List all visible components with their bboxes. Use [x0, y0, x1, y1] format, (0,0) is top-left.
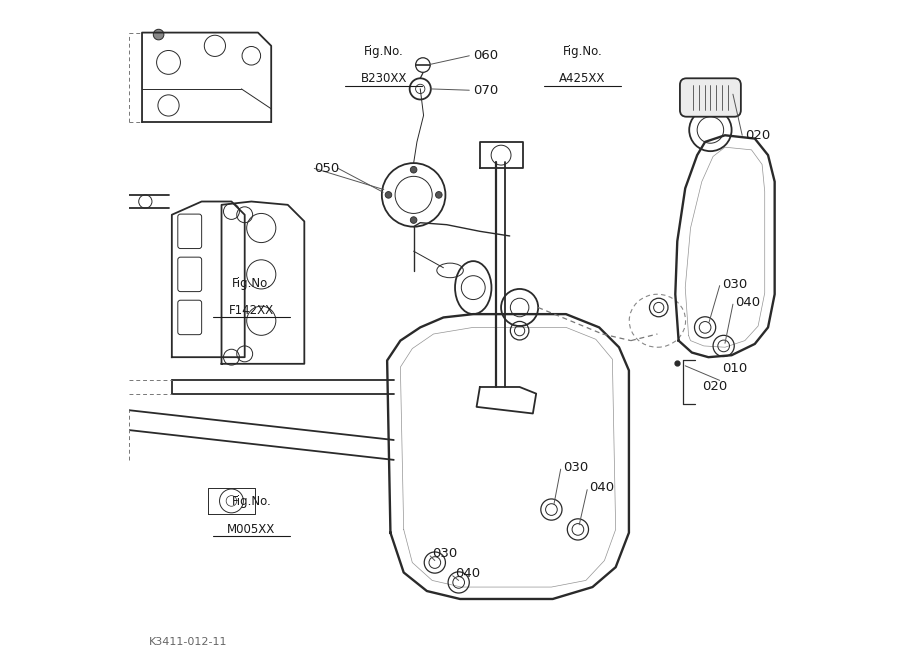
Text: 030: 030 [562, 462, 587, 474]
Text: B230XX: B230XX [360, 72, 406, 86]
Text: A425XX: A425XX [559, 72, 605, 86]
Circle shape [410, 166, 416, 173]
Text: F142XX: F142XX [229, 304, 274, 317]
Circle shape [435, 192, 442, 198]
Text: 030: 030 [720, 278, 746, 291]
Text: 050: 050 [314, 162, 339, 175]
Text: M005XX: M005XX [227, 523, 275, 536]
Text: 010: 010 [720, 362, 746, 375]
FancyBboxPatch shape [679, 78, 740, 117]
Text: Fig.No.: Fig.No. [232, 495, 271, 508]
Text: Fig.No.: Fig.No. [232, 277, 271, 290]
Circle shape [410, 216, 416, 223]
Text: K3411-012-11: K3411-012-11 [149, 637, 227, 647]
Text: Fig.No.: Fig.No. [562, 45, 602, 57]
Circle shape [153, 29, 164, 40]
Text: 040: 040 [734, 296, 759, 309]
Text: 060: 060 [472, 49, 498, 62]
Text: 040: 040 [588, 481, 614, 494]
Text: 070: 070 [472, 84, 498, 97]
Text: 020: 020 [701, 381, 726, 393]
Text: 040: 040 [454, 567, 480, 580]
Text: 020: 020 [744, 129, 769, 142]
Text: Fig.No.: Fig.No. [364, 45, 403, 57]
Circle shape [385, 192, 391, 198]
Text: 030: 030 [432, 548, 457, 560]
